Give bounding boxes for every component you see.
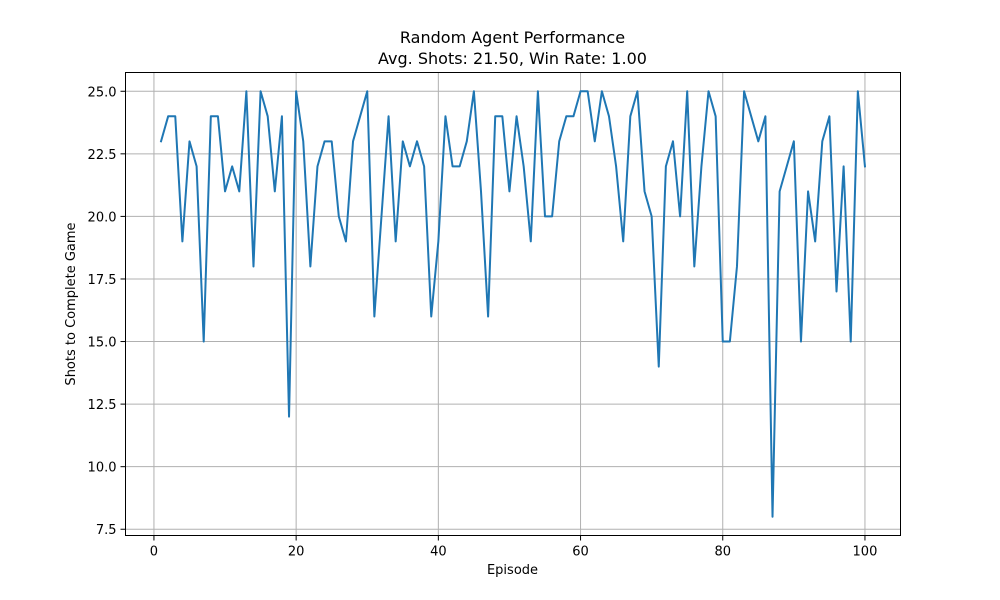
x-axis-label: Episode: [487, 563, 538, 578]
y-tick-label: 20.0: [88, 210, 117, 225]
axis-ticks: 0 20 40 60 80 100 7.5 10.0 12.5 15.0 17.5 20.0 22.5 2…: [88, 85, 878, 559]
chart-subtitle: Avg. Shots: 21.50, Win Rate: 1.00: [378, 49, 647, 68]
y-tick-label: 15.0: [88, 336, 117, 351]
y-tick-label: 25.0: [88, 85, 117, 100]
y-tick-label: 17.5: [88, 273, 117, 288]
plot-frame: [125, 72, 901, 536]
grid-lines: [125, 72, 901, 536]
y-tick-label: 7.5: [96, 523, 117, 538]
x-tick-label: 100: [853, 545, 878, 560]
y-tick-label: 12.5: [88, 398, 117, 413]
series-layer: [159, 90, 867, 518]
series-line: [159, 90, 867, 518]
x-tick-label: 0: [150, 545, 158, 560]
y-axis-label: Shots to Complete Game: [64, 222, 79, 385]
chart-title: Random Agent Performance: [400, 28, 625, 47]
y-tick-label: 10.0: [88, 461, 117, 476]
x-tick-label: 80: [714, 545, 731, 560]
x-tick-label: 20: [288, 545, 305, 560]
x-tick-label: 60: [572, 545, 589, 560]
x-tick-label: 40: [430, 545, 447, 560]
y-tick-label: 22.5: [88, 148, 117, 163]
